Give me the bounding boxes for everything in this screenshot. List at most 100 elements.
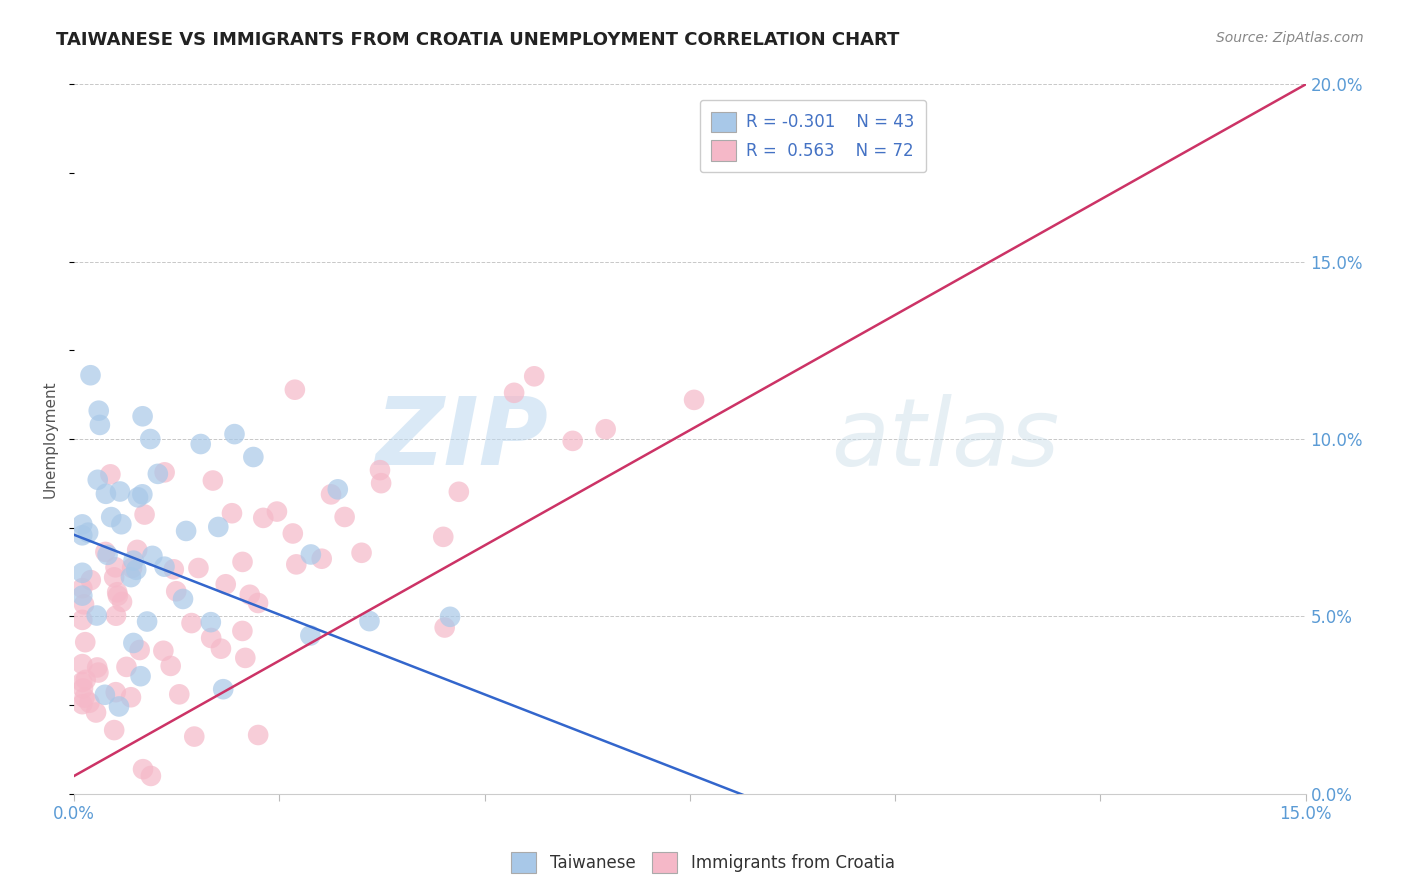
Point (153, 559, 176, 574)
Point (110, 517, 132, 532)
Point (103, 570, 125, 584)
Point (72, 566, 94, 580)
Point (84, 706, 107, 720)
Point (215, 577, 238, 591)
Point (73, 690, 96, 705)
Point (432, 530, 454, 544)
Text: TAIWANESE VS IMMIGRANTS FROM CROATIA UNEMPLOYMENT CORRELATION CHART: TAIWANESE VS IMMIGRANTS FROM CROATIA UNE… (56, 31, 900, 49)
Point (75, 635, 97, 649)
Point (136, 615, 159, 629)
Point (107, 589, 129, 603)
Point (108, 484, 131, 499)
Point (523, 369, 546, 384)
Legend: Taiwanese, Immigrants from Croatia: Taiwanese, Immigrants from Croatia (505, 846, 901, 880)
Point (108, 699, 131, 714)
Point (72, 657, 94, 672)
Point (247, 728, 270, 742)
Point (212, 682, 235, 697)
Point (266, 505, 288, 519)
Point (285, 558, 308, 572)
Point (100, 467, 122, 482)
Point (172, 591, 194, 606)
Point (439, 609, 461, 624)
Point (72, 697, 94, 711)
Point (447, 484, 470, 499)
Point (169, 687, 191, 701)
Point (72, 681, 94, 696)
Point (104, 560, 127, 574)
Point (359, 614, 381, 628)
Point (120, 570, 142, 584)
Point (104, 685, 127, 699)
Point (187, 561, 209, 575)
Legend: R = -0.301    N = 43, R =  0.563    N = 72: R = -0.301 N = 43, R = 0.563 N = 72 (700, 100, 927, 172)
Point (190, 437, 212, 451)
Point (131, 487, 153, 501)
Point (115, 660, 138, 674)
Point (153, 466, 176, 480)
Point (683, 392, 706, 407)
Y-axis label: Unemployment: Unemployment (44, 380, 58, 498)
Point (103, 723, 125, 737)
Point (100, 510, 122, 524)
Point (180, 616, 202, 631)
Point (201, 474, 224, 488)
Point (139, 769, 162, 783)
Point (79, 368, 101, 383)
Point (94, 545, 117, 559)
Point (311, 551, 333, 566)
Point (183, 730, 205, 744)
Point (129, 669, 152, 683)
Point (80, 573, 103, 587)
Point (120, 690, 142, 705)
Point (221, 506, 243, 520)
Point (252, 511, 274, 525)
Point (433, 620, 456, 634)
Point (127, 542, 149, 557)
Point (224, 427, 246, 442)
Point (111, 595, 134, 609)
Point (125, 563, 148, 577)
Point (247, 596, 270, 610)
Text: Source: ZipAtlas.com: Source: ZipAtlas.com (1216, 31, 1364, 45)
Point (97, 548, 120, 562)
Point (299, 628, 322, 642)
Point (595, 422, 617, 436)
Point (319, 487, 342, 501)
Point (128, 643, 150, 657)
Point (75, 673, 97, 687)
Point (86, 660, 108, 674)
Point (87, 403, 110, 417)
Point (134, 508, 156, 522)
Point (146, 467, 169, 481)
Point (72, 581, 94, 595)
Point (207, 520, 229, 534)
Point (87, 665, 110, 680)
Point (94, 487, 117, 501)
Point (72, 528, 94, 542)
Point (86, 608, 108, 623)
Point (152, 644, 174, 658)
Point (368, 463, 391, 477)
Point (132, 762, 155, 776)
Point (239, 588, 262, 602)
Point (121, 561, 143, 575)
Point (87, 473, 110, 487)
Point (122, 553, 145, 567)
Point (105, 608, 128, 623)
Point (370, 476, 392, 491)
Point (131, 409, 153, 424)
Point (200, 631, 222, 645)
Point (122, 636, 145, 650)
Point (163, 562, 186, 576)
Point (561, 434, 583, 448)
Point (231, 555, 253, 569)
Point (284, 383, 307, 397)
Point (72, 675, 94, 690)
Text: ZIP: ZIP (375, 393, 548, 485)
Point (127, 491, 149, 505)
Point (79, 696, 101, 710)
Point (326, 483, 349, 497)
Point (281, 526, 304, 541)
Point (333, 510, 356, 524)
